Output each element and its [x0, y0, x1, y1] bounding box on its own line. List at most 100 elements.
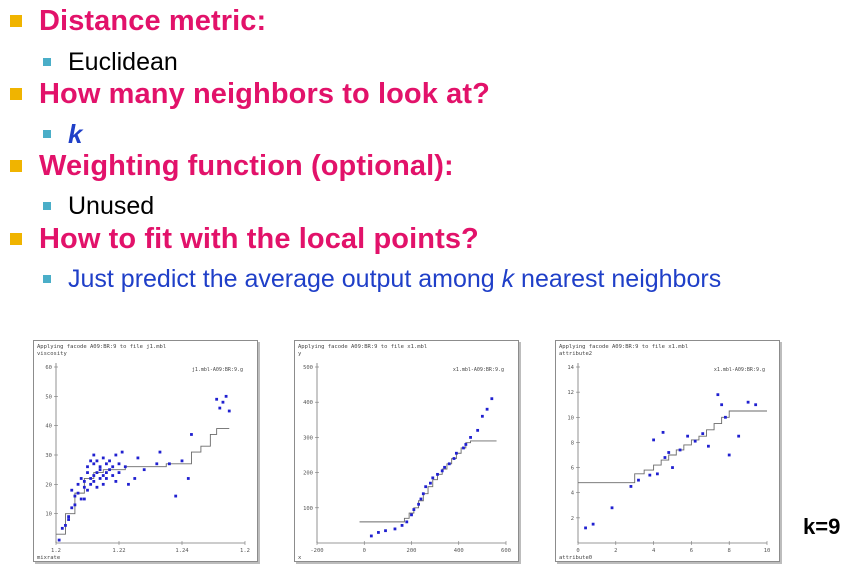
data-point: [436, 472, 439, 476]
x-tick-label: 6: [690, 548, 693, 554]
data-point: [393, 527, 397, 531]
sub-euclidean-text: Euclidean: [68, 47, 178, 76]
data-point: [92, 474, 96, 477]
data-point: [86, 465, 89, 469]
data-point: [452, 457, 456, 460]
y-tick-label: 200: [303, 471, 313, 477]
data-point: [105, 462, 108, 466]
data-point: [67, 515, 70, 518]
data-point: [92, 462, 96, 466]
y-tick-label: 4: [571, 491, 575, 497]
data-point: [117, 462, 121, 466]
data-point: [429, 481, 432, 485]
data-point: [70, 506, 74, 510]
bullet-how-to-fit: How to fit with the local points?: [10, 221, 479, 257]
data-point: [648, 473, 652, 477]
x-tick-label: 1.2: [51, 548, 61, 554]
y-tick-label: 10: [45, 512, 52, 518]
data-point: [667, 451, 671, 454]
y-tick-label: 12: [567, 390, 574, 396]
data-point: [400, 524, 404, 527]
data-point: [637, 478, 640, 482]
data-point: [424, 485, 428, 489]
data-point: [82, 485, 86, 489]
data-point: [720, 403, 724, 407]
plot-title: Applying facode A09:BR:9 to file x1.mbl: [559, 344, 688, 350]
data-point: [86, 488, 89, 492]
x-tick-label: 600: [501, 548, 511, 554]
data-point: [485, 407, 489, 411]
plot-xy-svg: Applying facode A09:BR:9 to file x1.mbly…: [298, 344, 511, 561]
data-point: [92, 453, 96, 457]
y-axis-label: y: [298, 351, 302, 357]
data-point: [76, 491, 80, 495]
bullet-distance-metric: Distance metric:: [10, 3, 266, 39]
sub-k: k: [43, 119, 82, 149]
data-point: [136, 456, 140, 460]
plot-title: Applying facode A09:BR:9 to file x1.mbl: [298, 344, 427, 350]
sub-k-text: k: [68, 118, 83, 149]
heading-neighbors: How many neighbors to look at?: [39, 77, 490, 110]
data-point: [101, 482, 105, 486]
y-tick-label: 60: [45, 365, 52, 371]
x-tick-label: 400: [454, 548, 464, 554]
fit-step-line: [56, 428, 230, 535]
sub-predict-k: k: [501, 264, 515, 293]
data-point: [89, 482, 93, 486]
legend-label: j1.mbl-A09:BR:9.g: [192, 367, 243, 373]
data-point: [221, 400, 225, 404]
data-point: [384, 529, 387, 533]
sub-predict-suffix: nearest neighbors: [514, 264, 722, 293]
data-point: [737, 434, 741, 438]
data-point: [610, 506, 614, 510]
data-point: [490, 397, 494, 401]
data-point: [117, 471, 121, 474]
x-tick-label: -200: [310, 548, 323, 554]
bullet-how-many-neighbors: How many neighbors to look at?: [10, 76, 490, 112]
plot-attribute-svg: Applying facode A09:BR:9 to file x1.mbla…: [559, 344, 770, 561]
data-point: [89, 459, 93, 463]
data-point: [469, 436, 472, 439]
k-value-label: k=9: [803, 514, 841, 539]
x-tick-label: 8: [728, 548, 731, 554]
heading-weighting: Weighting function (optional):: [39, 149, 454, 182]
sub-predict-average: Just predict the average output among k …: [43, 264, 721, 294]
data-point: [174, 494, 178, 498]
data-point: [76, 482, 80, 486]
x-tick-label: 1.22: [112, 548, 125, 554]
data-point: [227, 409, 231, 413]
sub-predict-text: Just predict the average output among k …: [68, 265, 721, 294]
data-point: [64, 524, 67, 527]
data-point: [652, 438, 655, 442]
data-point: [168, 462, 171, 466]
x-tick-label: 0: [576, 548, 579, 554]
y-tick-label: 400: [303, 400, 313, 406]
data-point: [98, 477, 102, 480]
data-point: [114, 453, 118, 457]
data-point: [180, 459, 184, 463]
data-point: [158, 450, 162, 454]
data-point: [133, 477, 137, 480]
y-tick-label: 40: [45, 424, 52, 430]
data-point: [86, 471, 89, 474]
data-point: [114, 480, 118, 483]
data-point: [92, 480, 96, 483]
data-point: [727, 453, 731, 457]
y-tick-label: 30: [45, 453, 52, 459]
data-point: [120, 450, 124, 454]
data-point: [73, 503, 77, 507]
x-tick-label: 2: [614, 548, 617, 554]
data-point: [693, 439, 697, 443]
data-point: [215, 397, 219, 401]
bullet-square-icon: [10, 160, 22, 172]
data-point: [377, 531, 380, 534]
bullet-square-icon: [10, 15, 22, 27]
y-tick-label: 14: [567, 365, 574, 371]
data-point: [123, 465, 127, 469]
data-point: [142, 468, 146, 472]
sub-euclidean: Euclidean: [43, 47, 178, 77]
y-tick-label: 8: [571, 440, 574, 446]
data-point: [108, 459, 111, 463]
data-point: [663, 456, 667, 459]
data-point: [218, 406, 222, 410]
